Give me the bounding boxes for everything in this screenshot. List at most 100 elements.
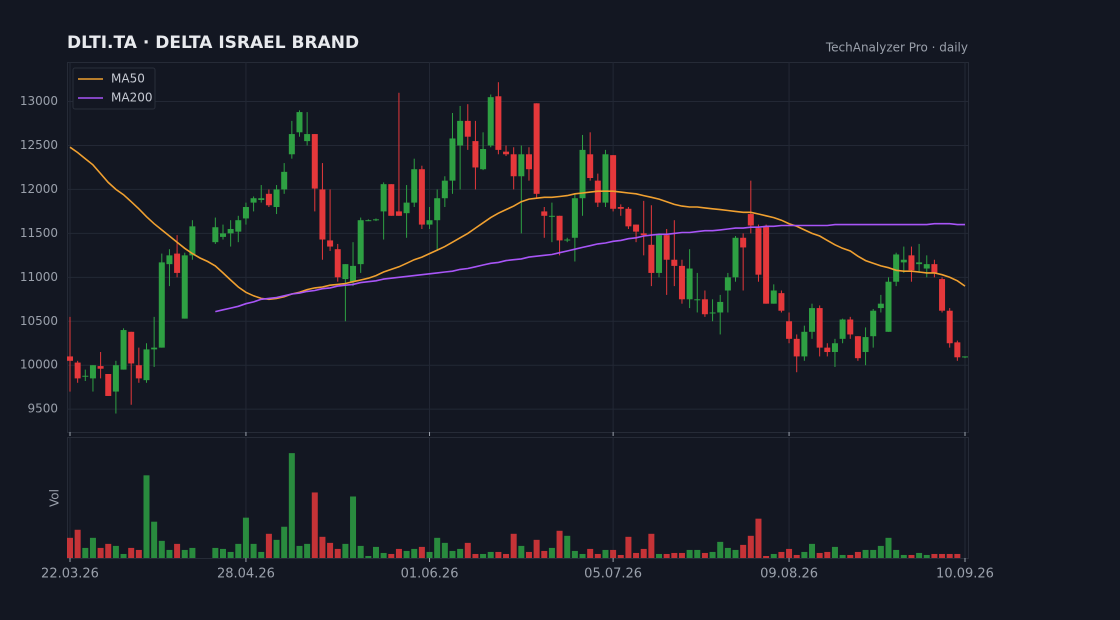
candle-body <box>181 255 188 319</box>
candle-body <box>533 103 540 194</box>
volume-bar <box>870 549 877 558</box>
candle-body <box>227 228 234 234</box>
candle-body <box>778 293 785 311</box>
chart-subtitle: TechAnalyzer Pro · daily <box>825 41 968 55</box>
candle-body <box>908 255 915 271</box>
volume-bar <box>548 547 555 558</box>
volume-bar <box>717 541 724 558</box>
volume-bar <box>954 553 961 558</box>
candle-body <box>824 347 831 353</box>
volume-bar <box>288 453 295 558</box>
volume-bar <box>916 552 923 558</box>
candle-body <box>97 366 104 369</box>
volume-bar <box>923 554 930 558</box>
volume-bar <box>900 554 907 558</box>
volume-bar <box>648 533 655 558</box>
volume-bar <box>518 545 525 558</box>
volume-bar <box>931 553 938 558</box>
candle-body <box>327 240 334 247</box>
volume-bar <box>388 553 395 558</box>
candle-body <box>548 215 555 217</box>
candle-body <box>541 211 548 216</box>
y-tick-label: 12500 <box>20 138 58 152</box>
volume-axis-label: Vol <box>48 489 62 507</box>
candle-body <box>686 268 693 300</box>
candle-body <box>587 154 594 179</box>
volume-bar <box>602 549 609 558</box>
price-panel <box>67 62 969 433</box>
volume-bar <box>778 551 785 558</box>
y-tick-label: 9500 <box>27 402 58 416</box>
candle-body <box>931 264 938 273</box>
volume-bar <box>74 529 81 558</box>
legend: MA50 MA200 <box>72 67 156 110</box>
y-tick-label: 11000 <box>20 270 58 284</box>
candle-body <box>717 301 724 313</box>
candle-body <box>900 259 907 263</box>
candle-body <box>311 134 318 189</box>
volume-bar <box>893 549 900 558</box>
candle-body <box>518 154 525 177</box>
volume-bar <box>296 545 303 558</box>
volume-bar <box>877 545 884 558</box>
volume-bar <box>617 554 624 558</box>
volume-bar <box>786 548 793 558</box>
candle-body <box>877 303 884 309</box>
candle-body <box>556 215 563 241</box>
candle-body <box>740 237 747 248</box>
candle-body <box>809 308 816 332</box>
y-tick-label: 10000 <box>20 358 58 372</box>
volume-bar <box>128 547 135 558</box>
candle-body <box>357 220 364 265</box>
volume-bar <box>242 517 249 558</box>
volume-bar <box>265 533 272 558</box>
volume-bar <box>135 549 142 558</box>
candle-body <box>273 189 280 208</box>
candle-body <box>602 154 609 203</box>
candle-body <box>128 331 135 364</box>
y-tick-label: 12000 <box>20 182 58 196</box>
candle-body <box>946 310 953 344</box>
candle-body <box>678 265 685 300</box>
volume-bar <box>763 555 770 558</box>
volume-bar <box>281 526 288 558</box>
volume-bar <box>678 552 685 558</box>
volume-bar <box>732 549 739 558</box>
candle-body <box>656 235 663 273</box>
candle-body <box>288 134 295 155</box>
volume-bar <box>847 554 854 558</box>
candle-body <box>219 233 226 237</box>
volume-bar <box>273 539 280 558</box>
volume-bar <box>862 549 869 558</box>
y-tick-label: 10500 <box>20 314 58 328</box>
candle-body <box>862 337 869 353</box>
candle-body <box>457 120 464 146</box>
volume-bar <box>633 552 640 558</box>
x-tick-label: 05.07.26 <box>584 567 642 582</box>
ma-line <box>69 146 966 301</box>
volume-bar <box>480 553 487 558</box>
volume-bar <box>831 546 838 558</box>
volume-bar <box>793 554 800 558</box>
volume-bar <box>541 550 548 558</box>
candle-body <box>265 193 272 206</box>
candle-body <box>166 255 173 265</box>
candle-body <box>74 362 81 379</box>
volume-bar <box>174 543 181 558</box>
volume-bar <box>709 551 716 558</box>
candle-body <box>342 264 349 280</box>
volume-panel <box>67 437 969 559</box>
volume-bar <box>158 540 165 558</box>
volume-bar <box>258 551 265 558</box>
volume-bar <box>250 543 257 558</box>
volume-bar <box>67 537 73 558</box>
volume-bar <box>694 549 701 558</box>
candle-body <box>82 375 89 377</box>
volume-bar <box>885 537 892 558</box>
volume-bar <box>594 553 601 558</box>
candle-body <box>671 259 678 266</box>
volume-bar <box>334 548 341 558</box>
x-tick-label: 22.03.26 <box>41 567 99 582</box>
volume-bar <box>457 548 464 558</box>
